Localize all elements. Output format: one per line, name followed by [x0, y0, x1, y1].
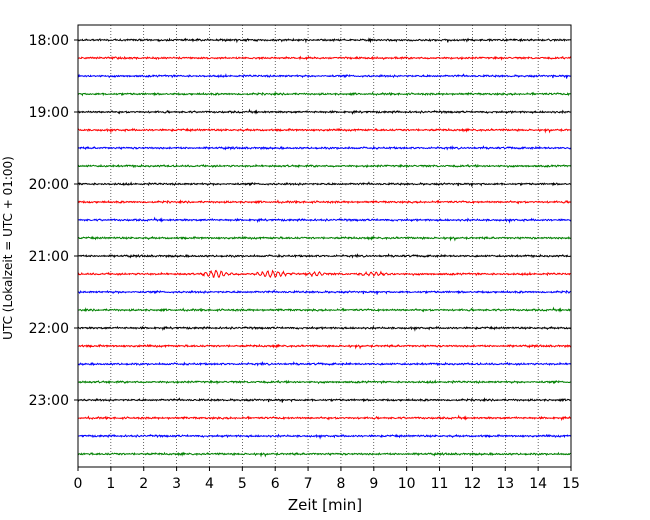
x-tick-label: 11	[431, 476, 449, 492]
trace-1830	[77, 73, 572, 79]
trace-2245	[77, 379, 572, 385]
seismic-traces	[77, 37, 572, 458]
trace-2145	[77, 306, 572, 313]
trace-2330	[77, 433, 572, 440]
x-tick-label: 7	[304, 476, 313, 492]
trace-1800	[77, 37, 572, 44]
trace-1930	[77, 145, 572, 151]
trace-2115	[77, 269, 572, 279]
trace-2300	[77, 397, 572, 403]
trace-2045	[77, 235, 572, 242]
x-tick-label: 14	[529, 476, 547, 492]
x-axis-label: Zeit [min]	[288, 496, 362, 514]
trace-2030	[77, 216, 572, 224]
trace-1845	[77, 90, 572, 97]
trace-1900	[77, 108, 572, 115]
y-tick-label: 20:00	[29, 177, 69, 193]
y-tick-label: 18:00	[29, 33, 69, 49]
x-tick-label: 15	[562, 476, 580, 492]
x-tick-label: 3	[172, 476, 181, 492]
x-tick-label: 6	[271, 476, 280, 492]
trace-2015	[77, 199, 572, 205]
x-tick-label: 1	[106, 476, 115, 492]
x-tick-label: 12	[463, 476, 481, 492]
trace-2315	[77, 414, 572, 421]
x-tick-label: 0	[74, 476, 83, 492]
y-tick-label: 23:00	[29, 393, 69, 409]
trace-2345	[77, 451, 572, 458]
x-tick-label: 9	[369, 476, 378, 492]
y-tick-label: 22:00	[29, 321, 69, 337]
trace-1915	[77, 127, 572, 134]
trace-2200	[77, 325, 572, 332]
x-tick-label: 13	[496, 476, 514, 492]
x-tick-label: 10	[398, 476, 416, 492]
y-tick-label: 19:00	[29, 105, 69, 121]
x-tick-label: 8	[336, 476, 345, 492]
y-axis-ticks: 18:00 19:00 20:00 21:00 22:00 23:00	[29, 33, 78, 409]
y-axis-label: UTC (Lokalzeit = UTC + 01:00)	[1, 156, 15, 340]
x-tick-label: 4	[205, 476, 214, 492]
trace-2000	[77, 181, 572, 187]
x-tick-label: 2	[139, 476, 148, 492]
plot-frame	[77, 24, 572, 468]
x-tick-label: 5	[238, 476, 247, 492]
trace-2215	[77, 343, 572, 350]
trace-1945	[77, 163, 572, 169]
y-tick-label: 21:00	[29, 249, 69, 265]
trace-2100	[77, 253, 572, 259]
x-axis-ticks: 0 1 2 3 4 5 6 7 8 9 10 11 12 13 14 15	[74, 467, 580, 492]
trace-1815	[77, 55, 572, 61]
trace-2130	[77, 289, 572, 295]
trace-2230	[77, 360, 572, 367]
